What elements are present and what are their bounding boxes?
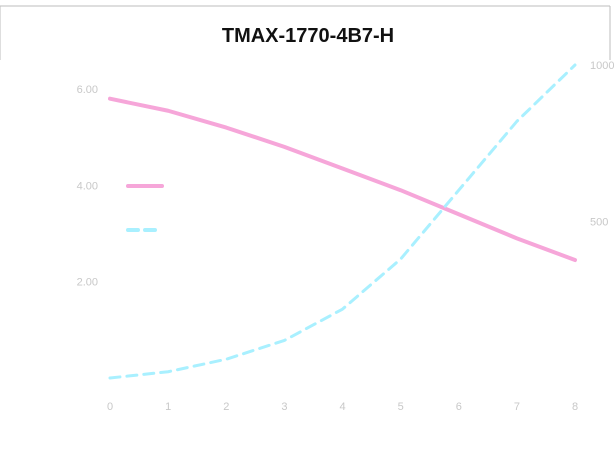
x-tick-label: 8 xyxy=(572,401,578,413)
series-line-1 xyxy=(108,96,577,263)
left-y-tick-label: 4.00 xyxy=(77,180,98,192)
x-tick-label: 2 xyxy=(223,401,229,413)
left-y-ticks: 6.00 4.00 2.00 xyxy=(77,84,98,289)
x-tick-label: 6 xyxy=(456,401,462,413)
chart-title: TMAX-1770-4B7-H xyxy=(222,25,394,47)
right-y-ticks: 1000 500 xyxy=(590,60,614,229)
x-tick-label: 4 xyxy=(339,401,345,413)
right-y-tick-label: 500 xyxy=(590,217,608,229)
left-y-tick-label: 6.00 xyxy=(77,84,98,96)
x-axis-ticks: 0 1 2 3 4 5 6 7 8 xyxy=(107,401,578,413)
x-tick-label: 1 xyxy=(165,401,171,413)
x-tick-label: 3 xyxy=(281,401,287,413)
x-tick-label: 0 xyxy=(107,401,113,413)
x-tick-label: 5 xyxy=(398,401,404,413)
legend xyxy=(126,184,164,232)
x-tick-label: 7 xyxy=(514,401,520,413)
left-y-tick-label: 2.00 xyxy=(77,277,98,289)
series-group xyxy=(108,63,577,380)
series-line-2 xyxy=(108,63,577,380)
right-y-tick-label: 1000 xyxy=(590,60,614,72)
